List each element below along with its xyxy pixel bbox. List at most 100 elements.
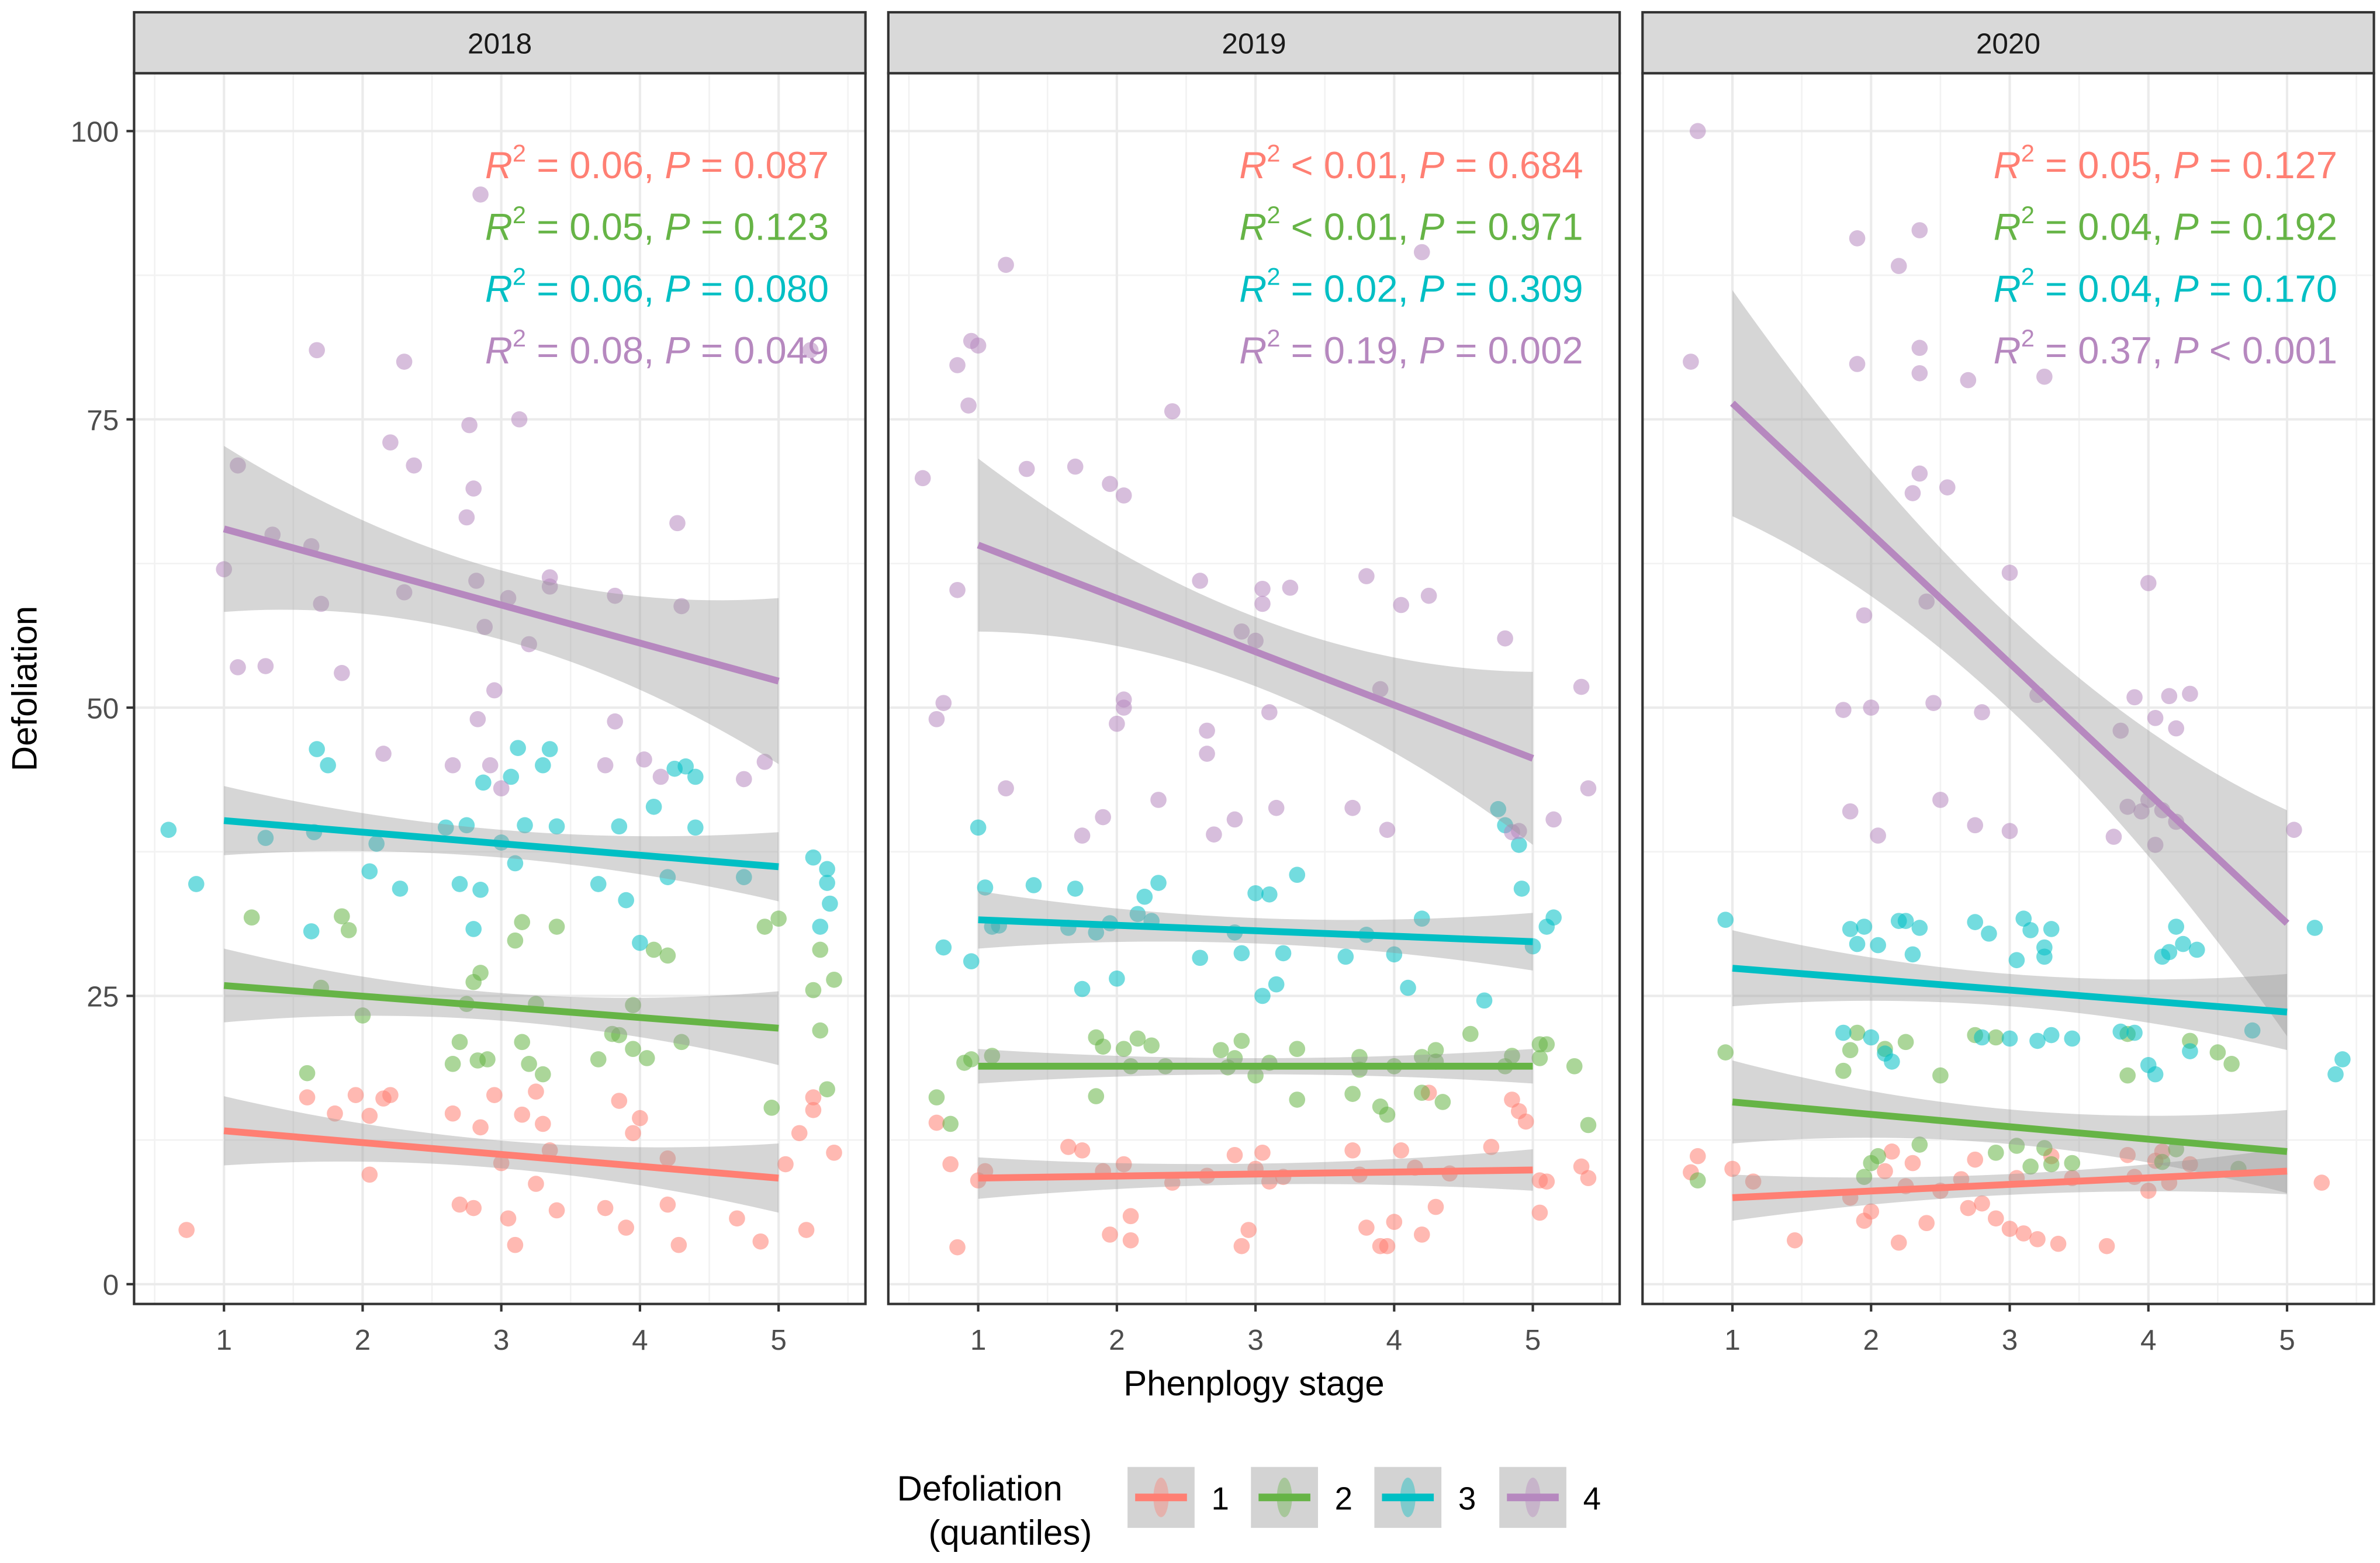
data-point-q2: [1129, 1030, 1146, 1047]
data-point-q4: [2001, 823, 2018, 840]
regression-line-q2: [1732, 1098, 2288, 1155]
data-point-q3: [645, 798, 662, 815]
data-point-q2: [826, 971, 842, 988]
data-point-q2: [963, 1051, 980, 1068]
data-point-q3: [2327, 1066, 2344, 1083]
data-point-q1: [1863, 1203, 1880, 1220]
data-point-q2: [2064, 1155, 2081, 1172]
data-point-q3: [618, 892, 634, 909]
data-point-q2: [805, 982, 822, 999]
data-point-q2: [1413, 1049, 1430, 1065]
data-point-q4: [257, 658, 274, 674]
data-point-q4: [960, 397, 977, 414]
data-point-q2: [299, 1065, 316, 1082]
stats-annotation-q3: R2 = 0.02, P = 0.309: [1239, 263, 1583, 310]
data-point-q2: [535, 1066, 551, 1083]
data-point-q2: [1504, 1048, 1520, 1064]
data-point-q3: [2022, 922, 2039, 938]
data-point-q1: [777, 1156, 794, 1173]
data-point-q3: [2147, 1066, 2164, 1083]
legend: Defoliation (quantiles) 1 2 3 4: [897, 1467, 1601, 1552]
data-point-q2: [625, 997, 641, 1014]
data-point-q4: [1420, 587, 1437, 604]
data-point-q4: [1282, 580, 1299, 596]
data-point-q2: [1289, 1041, 1306, 1058]
data-point-q2: [984, 1048, 1001, 1064]
data-point-q4: [1254, 595, 1271, 612]
data-point-q4: [2036, 368, 2053, 385]
x-tick-label: 3: [493, 1324, 510, 1356]
regression-line-q3: [1732, 965, 2288, 1016]
data-point-q1: [2313, 1174, 2330, 1191]
data-point-q4: [1254, 580, 1271, 597]
data-point-q2: [354, 1007, 371, 1024]
data-point-q1: [361, 1107, 378, 1124]
stats-annotation-q3: R2 = 0.06, P = 0.080: [485, 263, 829, 310]
stats-annotation-q2: R2 = 0.04, P = 0.192: [1994, 201, 2337, 248]
data-point-q4: [2126, 689, 2143, 706]
data-point-q1: [2001, 1221, 2018, 1237]
data-point-q1: [791, 1125, 808, 1142]
y-tick-label: 75: [87, 404, 119, 436]
data-point-q2: [770, 910, 787, 927]
data-point-q1: [1890, 1234, 1907, 1251]
data-point-q3: [1863, 1029, 1880, 1046]
data-point-q1: [361, 1166, 378, 1183]
data-point-q3: [1717, 912, 1734, 928]
data-point-q4: [1683, 354, 1699, 370]
data-point-q4: [1960, 372, 1977, 389]
data-point-q3: [2043, 1027, 2060, 1044]
facet-strip: [1641, 11, 2375, 75]
data-point-q2: [611, 1027, 628, 1044]
data-point-q4: [2182, 685, 2198, 702]
x-tick-label: 4: [2140, 1324, 2157, 1356]
data-point-q4: [2286, 822, 2302, 838]
data-point-q1: [178, 1222, 195, 1238]
x-tick-label: 5: [770, 1324, 787, 1356]
data-point-q4: [1911, 365, 1928, 382]
data-point-q4: [444, 757, 461, 774]
data-point-q4: [607, 587, 624, 604]
y-axis-title: Defoliation: [5, 606, 44, 771]
data-point-q2: [1717, 1044, 1734, 1061]
data-point-q2: [1233, 1032, 1250, 1049]
data-point-q1: [1974, 1195, 1990, 1212]
data-point-q4: [1102, 476, 1118, 493]
data-point-q1: [451, 1196, 468, 1213]
data-point-q1: [1877, 1163, 1893, 1180]
data-point-q4: [1573, 678, 1590, 695]
data-point-q3: [1261, 886, 1278, 903]
data-point-q4: [669, 515, 686, 532]
data-point-q2: [1897, 1034, 1914, 1051]
regression-line-q3: [978, 916, 1533, 945]
x-tick-label: 2: [355, 1324, 371, 1356]
data-point-q3: [819, 861, 835, 878]
data-point-q4: [970, 337, 987, 354]
data-point-q2: [1434, 1094, 1451, 1110]
x-tick-label: 4: [632, 1324, 648, 1356]
data-point-q3: [2029, 1032, 2046, 1049]
data-point-q4: [949, 357, 966, 373]
stats-annotation-q1: R2 < 0.01, P = 0.684: [1239, 139, 1583, 186]
data-point-q2: [1835, 1062, 1852, 1079]
data-point-q1: [1240, 1222, 1257, 1238]
data-point-q3: [535, 757, 551, 774]
data-point-q1: [1580, 1170, 1597, 1187]
data-point-q4: [396, 354, 413, 370]
data-point-q4: [998, 257, 1014, 273]
facet-panel-2018: R2 = 0.06, P = 0.087 R2 = 0.05, P = 0.123…: [133, 11, 867, 1356]
data-point-q1: [1233, 1238, 1250, 1254]
data-point-q4: [1164, 403, 1181, 420]
data-point-q4: [1911, 222, 1928, 238]
data-point-q1: [1413, 1226, 1430, 1243]
data-point-q1: [1102, 1226, 1118, 1243]
data-point-q2: [243, 909, 260, 926]
data-point-q4: [1393, 597, 1410, 614]
data-point-q2: [1849, 1024, 1866, 1041]
data-point-q4: [2119, 798, 2136, 815]
data-point-q4: [636, 751, 652, 768]
data-point-q1: [465, 1200, 482, 1217]
regression-line-q1: [1732, 1167, 2288, 1201]
data-point-q2: [1538, 1036, 1555, 1053]
data-point-q2: [1344, 1086, 1361, 1102]
